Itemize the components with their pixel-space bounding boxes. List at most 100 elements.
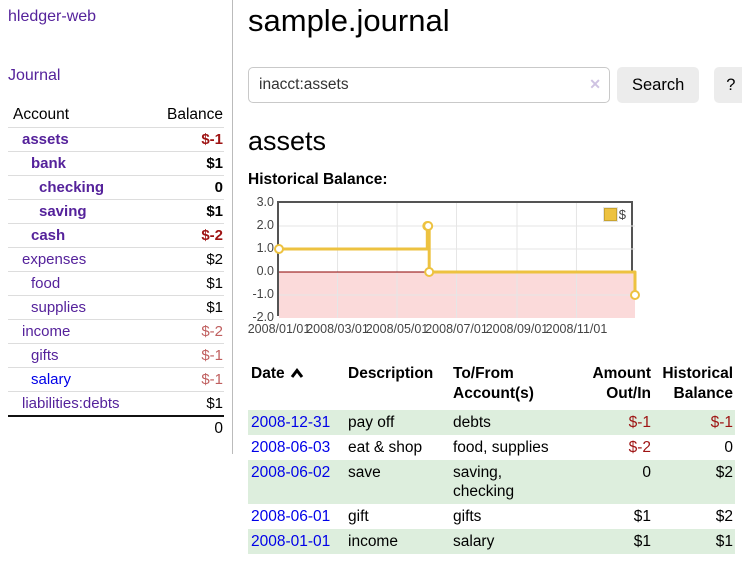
- x-axis-tick-label: 2008/07/01: [425, 322, 488, 336]
- brand-link[interactable]: hledger-web: [8, 8, 97, 25]
- transaction-date-link[interactable]: 2008-12-31: [251, 414, 331, 431]
- x-axis-tick-label: 2008/05/01: [365, 322, 429, 336]
- balance-chart: $ 3.0 2.0 1.0 0.0 -1.0 -2.0 2008/01/01 2008/03/…: [247, 195, 648, 340]
- account-link-income[interactable]: income: [22, 323, 71, 340]
- transaction-date-link[interactable]: 2008-06-03: [251, 439, 331, 456]
- chart-title: Historical Balance:: [248, 171, 388, 188]
- register-row: 2008-12-31 pay off debts $-1 $-1: [248, 410, 735, 435]
- account-row-liabilities-debts: liabilities:debts $1: [8, 391, 224, 416]
- register-col-date[interactable]: Date: [248, 363, 345, 410]
- accounts-table: Account Balance assets $-1 bank $1 check…: [8, 104, 224, 440]
- data-point-marker: [423, 221, 434, 231]
- transaction-balance: $-1: [653, 410, 735, 435]
- account-balance: $2: [146, 247, 224, 272]
- account-link-expenses[interactable]: expenses: [22, 251, 87, 268]
- nav-journal-link[interactable]: Journal: [8, 67, 61, 84]
- account-balance: 0: [146, 175, 224, 200]
- y-axis-tick-label: 2.0: [256, 218, 274, 232]
- transaction-accounts: saving, checking: [450, 460, 568, 504]
- account-link-liabilities-debts[interactable]: liabilities:debts: [22, 395, 120, 412]
- account-link-saving[interactable]: saving: [39, 203, 87, 220]
- account-heading: assets: [248, 126, 327, 156]
- x-axis-tick-label: 2008/03/01: [306, 322, 369, 336]
- account-row-checking: checking 0: [8, 175, 224, 200]
- accounts-header-row: Account Balance: [8, 104, 224, 128]
- legend-swatch-icon: [603, 208, 617, 221]
- account-row-food: food $1: [8, 271, 224, 296]
- account-row-income: income $-2: [8, 319, 224, 344]
- transaction-balance: $1: [653, 529, 735, 554]
- account-link-supplies[interactable]: supplies: [31, 299, 87, 316]
- transaction-balance: $2: [715, 508, 733, 525]
- register-row: 2008-01-01 income salary $1 $1: [248, 529, 735, 554]
- account-row-bank: bank $1: [8, 151, 224, 176]
- account-link-food[interactable]: food: [31, 275, 61, 292]
- transaction-amount: $1: [568, 529, 653, 554]
- main-content: sample.journal ✕ Search ? assets Histori…: [233, 0, 742, 554]
- x-axis-tick-label: 2008/01/01: [247, 322, 311, 336]
- transaction-balance: 0: [724, 439, 733, 456]
- register-col-balance: Historical Balance: [662, 365, 733, 402]
- account-balance: $-1: [146, 127, 224, 152]
- transaction-accounts: salary: [450, 529, 568, 554]
- account-link-checking[interactable]: checking: [39, 179, 105, 196]
- data-point-marker: [274, 244, 284, 254]
- register-col-description: Description: [348, 365, 434, 382]
- clear-search-icon[interactable]: ✕: [589, 76, 601, 92]
- chart-legend: $: [601, 206, 628, 223]
- sort-asc-icon: [290, 368, 303, 378]
- accounts-col-balance: Balance: [166, 106, 223, 123]
- search-button[interactable]: Search: [617, 67, 700, 103]
- register-header-row: Date Description To/From Account(s) Amou…: [248, 363, 735, 410]
- transaction-description: gift: [348, 508, 369, 525]
- x-axis-tick-label: 2008/11/01: [545, 322, 608, 336]
- account-balance: $1: [146, 151, 224, 176]
- account-balance: $-1: [146, 367, 224, 392]
- chart-canvas: [274, 203, 640, 318]
- account-row-assets: assets $-1: [8, 127, 224, 152]
- account-balance: $1: [146, 295, 224, 320]
- transaction-accounts: gifts: [453, 508, 482, 525]
- transaction-amount: $-2: [628, 439, 651, 456]
- register-col-amount: Amount Out/In: [592, 365, 651, 402]
- x-axis-tick-label: 2008/09/01: [485, 322, 549, 336]
- transaction-date-link[interactable]: 2008-06-02: [251, 464, 331, 481]
- search-box: ✕: [248, 67, 610, 103]
- app-brand: hledger-web: [8, 8, 224, 26]
- account-row-cash: cash $-2: [8, 223, 224, 248]
- transaction-amount: $-1: [568, 410, 653, 435]
- transaction-amount: $1: [633, 508, 651, 525]
- transaction-accounts: debts: [450, 410, 568, 435]
- account-balance: $1: [146, 391, 224, 416]
- y-axis-tick-label: -1.0: [252, 287, 274, 301]
- transaction-date-link[interactable]: 2008-06-01: [251, 508, 331, 525]
- register-row: 2008-06-01 gift gifts $1 $2: [248, 504, 735, 529]
- account-link-bank[interactable]: bank: [31, 155, 67, 172]
- transaction-date-link[interactable]: 2008-01-01: [251, 533, 331, 550]
- account-link-salary[interactable]: salary: [31, 371, 72, 388]
- sidebar-nav: Journal: [8, 67, 224, 85]
- search-input[interactable]: [248, 67, 610, 103]
- register-row: 2008-06-03 eat & shop food, supplies $-2…: [248, 435, 735, 460]
- y-axis-tick-label: -2.0: [252, 310, 274, 324]
- accounts-total-row: 0: [8, 415, 224, 440]
- account-link-cash[interactable]: cash: [31, 227, 66, 244]
- accounts-col-account: Account: [13, 106, 70, 123]
- register-table: Date Description To/From Account(s) Amou…: [248, 363, 735, 554]
- help-button[interactable]: ?: [714, 67, 742, 103]
- data-point-marker: [424, 267, 435, 277]
- account-balance: $1: [146, 199, 224, 224]
- account-row-gifts: gifts $-1: [8, 343, 224, 368]
- chart-plot-area: $: [274, 201, 640, 318]
- account-link-assets[interactable]: assets: [22, 131, 69, 148]
- register-row: 2008-06-02 save saving, checking 0 $2: [248, 460, 735, 504]
- account-row-saving: saving $1: [8, 199, 224, 224]
- account-link-gifts[interactable]: gifts: [31, 347, 59, 364]
- y-axis-tick-label: 0.0: [256, 264, 274, 278]
- transaction-amount: 0: [568, 460, 653, 504]
- account-row-salary: salary $-1: [8, 367, 224, 392]
- transaction-description: pay off: [345, 410, 450, 435]
- account-balance: $-2: [146, 223, 224, 248]
- transaction-description: eat & shop: [348, 439, 423, 456]
- data-point-marker: [630, 290, 640, 300]
